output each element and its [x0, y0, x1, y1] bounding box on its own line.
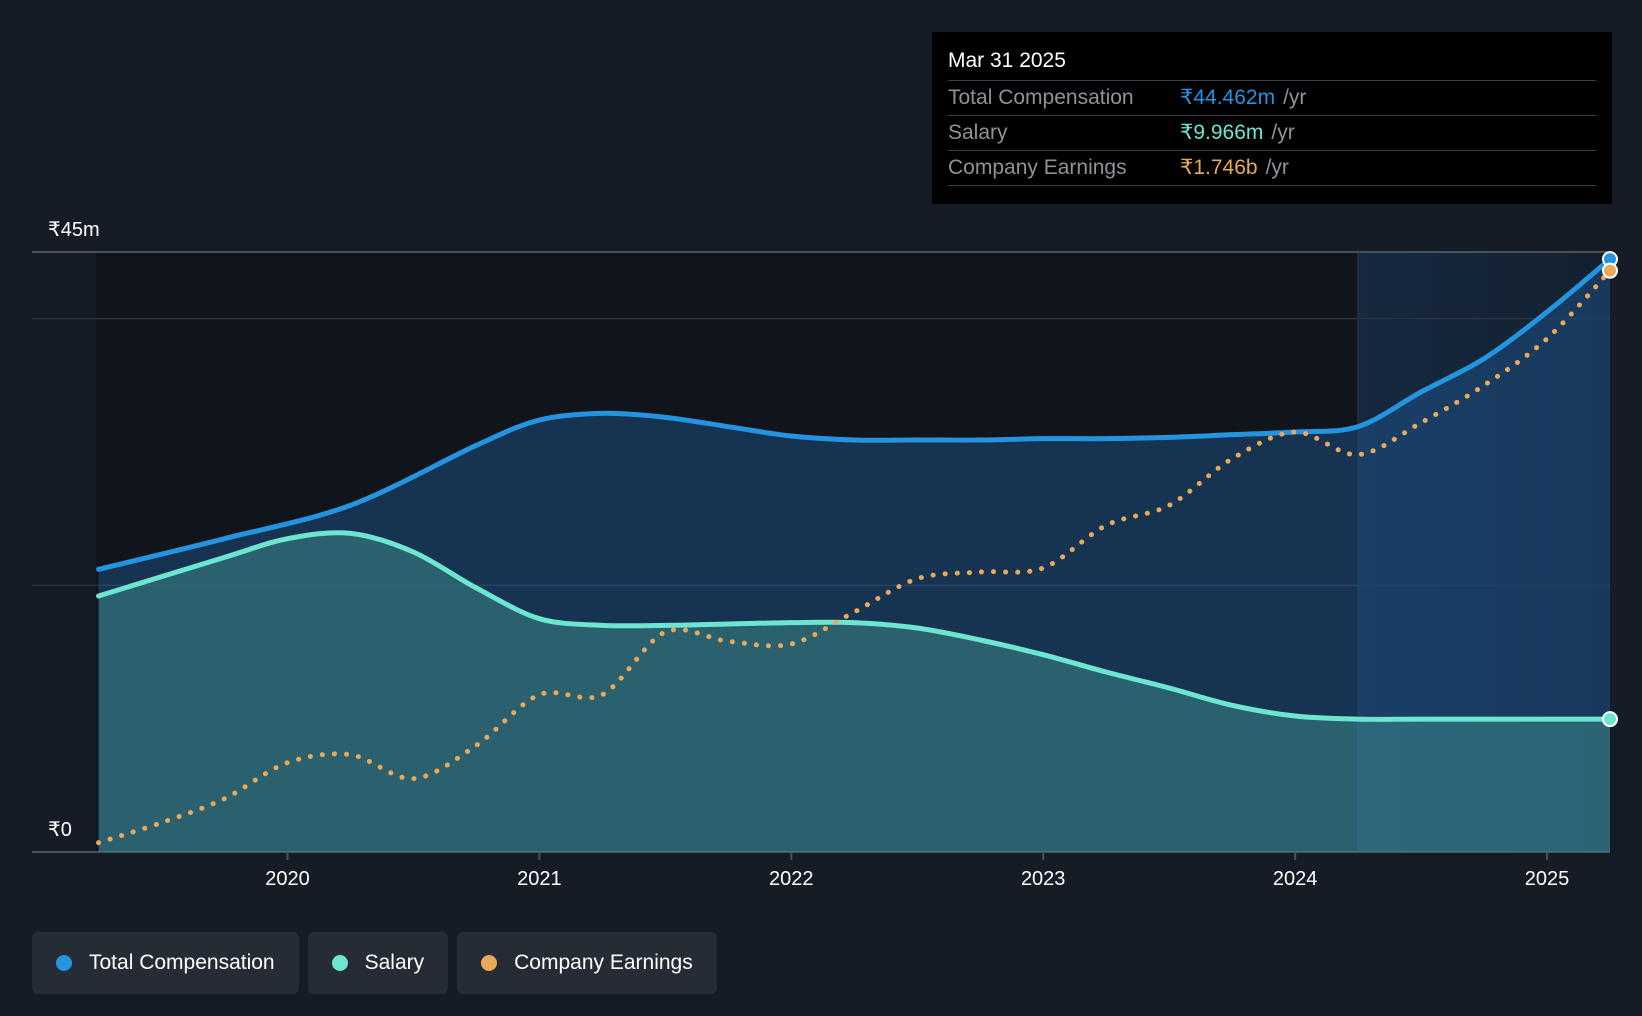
legend-label: Total Compensation: [89, 951, 275, 974]
legend-item-company-earnings[interactable]: Company Earnings: [457, 932, 717, 994]
tooltip-row-company-earnings: Company Earnings ₹1.746b /yr: [948, 150, 1596, 186]
salary-line: [96, 530, 1613, 722]
x-tick-label: 2025: [1525, 868, 1570, 890]
tooltip-unit: /yr: [1283, 86, 1307, 109]
legend-item-salary[interactable]: Salary: [307, 932, 449, 994]
x-tick-label: 2022: [769, 868, 814, 890]
legend-dot-icon: [56, 955, 72, 971]
tooltip-label: Salary: [948, 121, 1008, 144]
tooltip: Mar 31 2025 Total Compensation ₹44.462m …: [932, 32, 1612, 204]
legend-dot-icon: [481, 955, 498, 971]
tooltip-value: ₹1.746b: [1180, 156, 1258, 179]
x-tick-label: 2024: [1273, 868, 1318, 890]
legend: Total Compensation Salary Company Earnin…: [32, 932, 717, 994]
y-axis-bottom-label: ₹0: [48, 819, 72, 841]
tooltip-date: Mar 31 2025: [948, 49, 1066, 72]
legend-label: Company Earnings: [514, 951, 693, 974]
total-compensation-line: [96, 256, 1613, 572]
tooltip-value: ₹44.462m: [1180, 86, 1276, 109]
salary-area: [98, 532, 1610, 852]
legend-label: Salary: [364, 951, 425, 974]
x-tick-label: 2020: [265, 868, 310, 890]
x-tick-label: 2023: [1021, 868, 1066, 890]
highlight-region: [1358, 252, 1610, 852]
salary-end-marker[interactable]: [1602, 711, 1618, 728]
tooltip-row-total-compensation: Total Compensation ₹44.462m /yr: [948, 80, 1596, 115]
tooltip-unit: /yr: [1265, 156, 1289, 179]
x-tick-label: 2021: [517, 868, 562, 890]
tooltip-label: Company Earnings: [948, 156, 1127, 179]
tooltip-unit: /yr: [1271, 121, 1295, 144]
tooltip-row-salary: Salary ₹9.966m /yr: [948, 115, 1596, 150]
company-earnings-end-marker[interactable]: [1602, 262, 1618, 279]
legend-dot-icon: [331, 955, 348, 971]
y-axis-top-label: ₹45m: [48, 219, 100, 241]
legend-item-total-compensation[interactable]: Total Compensation: [32, 932, 299, 994]
tooltip-value: ₹9.966m: [1180, 121, 1264, 144]
tooltip-label: Total Compensation: [948, 86, 1134, 109]
